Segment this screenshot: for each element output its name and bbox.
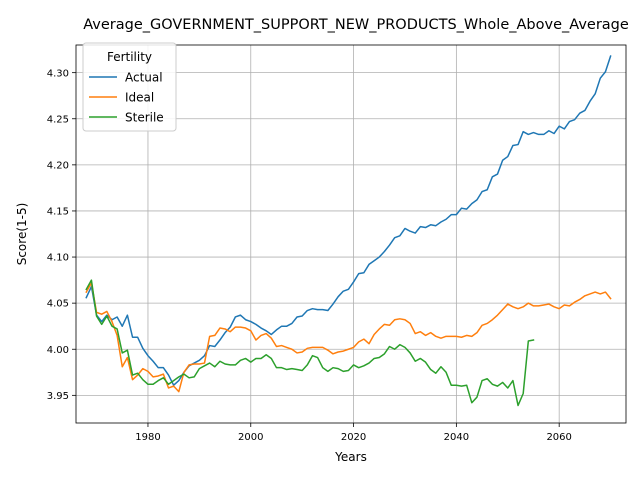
legend-label-ideal: Ideal <box>125 90 154 104</box>
plot-frame <box>75 44 627 424</box>
legend-box <box>82 42 177 132</box>
y-tick-label: 4.30 <box>47 68 69 79</box>
axis-ticks: 1980 2000 2020 2040 2060 3.95 4.00 4.05 4.10 4.15… <box>47 68 572 443</box>
x-tick-label: 2060 <box>546 432 571 443</box>
grid <box>76 45 626 423</box>
x-tick-label: 2040 <box>444 432 469 443</box>
legend-title: Fertility <box>107 50 152 64</box>
y-axis-label: Score(1-5) <box>15 203 29 266</box>
x-tick-label: 2020 <box>341 432 366 443</box>
y-tick-label: 4.05 <box>47 299 69 310</box>
y-tick-label: 4.10 <box>47 253 69 264</box>
y-tick-label: 4.00 <box>47 345 69 356</box>
legend-label-sterile: Sterile <box>125 110 164 124</box>
y-tick-label: 4.20 <box>47 160 69 171</box>
x-tick-label: 2000 <box>238 432 263 443</box>
legend: Fertility Actual Ideal Sterile <box>82 42 177 132</box>
series-lines <box>85 55 612 407</box>
y-tick-label: 3.95 <box>47 391 69 402</box>
y-tick-label: 4.25 <box>47 114 69 125</box>
series-line-ideal <box>85 282 612 393</box>
series-line-actual <box>85 55 612 386</box>
x-tick-label: 1980 <box>135 432 160 443</box>
x-axis-label: Years <box>334 450 367 464</box>
legend-label-actual: Actual <box>125 70 163 84</box>
series-line-sterile <box>85 279 535 407</box>
y-tick-label: 4.15 <box>47 207 69 218</box>
chart-title: Average_GOVERNMENT_SUPPORT_NEW_PRODUCTS_… <box>83 17 629 33</box>
